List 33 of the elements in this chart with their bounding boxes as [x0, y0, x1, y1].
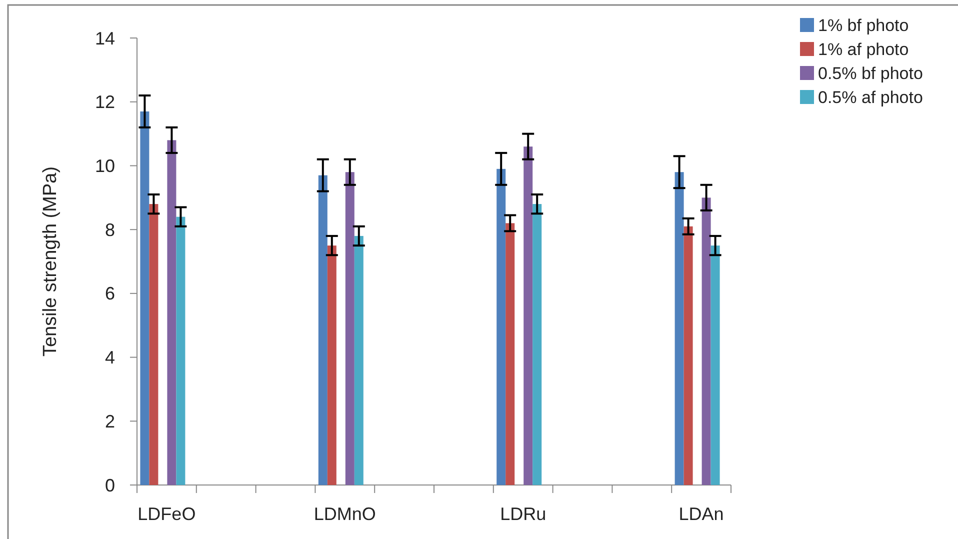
x-tick-label: LDMnO — [314, 504, 376, 524]
bar — [684, 226, 693, 485]
legend-label: 0.5% bf photo — [818, 64, 923, 83]
x-tick-label: LDAn — [678, 504, 724, 524]
bar — [149, 204, 158, 485]
bar — [176, 216, 186, 485]
y-tick-label: 12 — [94, 92, 115, 112]
bar — [710, 246, 720, 485]
bar — [318, 175, 328, 485]
bar — [496, 168, 506, 485]
x-tick-label: LDRu — [500, 504, 546, 524]
bar — [702, 198, 711, 485]
bar — [327, 246, 336, 485]
x-tick-label: LDFeO — [138, 504, 196, 524]
y-tick-label: 10 — [94, 156, 115, 176]
y-tick-label: 6 — [104, 284, 115, 304]
legend-label: 1% af photo — [818, 40, 909, 59]
legend-label: 1% bf photo — [818, 16, 909, 35]
y-tick-label: 8 — [104, 220, 115, 240]
y-tick-label: 14 — [94, 28, 115, 48]
bar — [674, 172, 684, 485]
bar — [167, 140, 176, 485]
bar — [524, 146, 533, 485]
bar — [532, 204, 542, 485]
y-tick-label: 0 — [104, 475, 115, 496]
legend-label: 0.5% af photo — [818, 88, 923, 107]
y-axis-title: Tensile strength (MPa) — [40, 166, 61, 357]
bar — [345, 172, 354, 485]
bar — [354, 236, 364, 485]
bar — [140, 111, 150, 485]
y-tick-label: 2 — [104, 411, 115, 432]
bar — [506, 223, 515, 485]
y-tick-label: 4 — [104, 348, 115, 368]
